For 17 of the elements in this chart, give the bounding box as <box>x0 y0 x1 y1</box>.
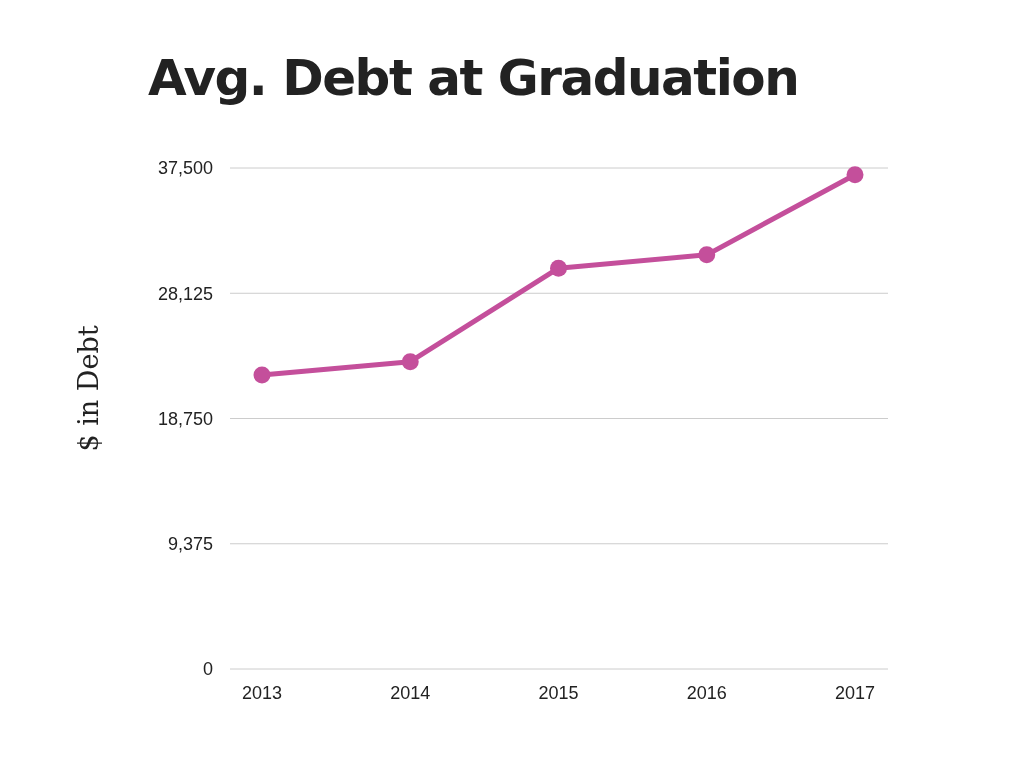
y-tick-label: 0 <box>202 659 213 680</box>
x-tick-label: 2017 <box>834 683 876 703</box>
y-tick-label: 9,375 <box>167 534 213 555</box>
point <box>846 166 864 184</box>
x-tick-label: 2015 <box>538 683 579 703</box>
point <box>550 259 567 277</box>
point <box>253 366 271 384</box>
point <box>401 353 419 371</box>
x-tick-label: 2016 <box>686 683 727 703</box>
x-tick-label: 2014 <box>390 683 431 703</box>
point <box>698 246 716 264</box>
x-tick-label: 2013 <box>241 683 283 703</box>
chart-title: Avg. Debt at Graduation <box>148 49 799 107</box>
y-tick-label: 37,500 <box>157 158 213 179</box>
y-axis-title: $ in Debt <box>73 325 104 452</box>
y-tick-label: 28,125 <box>157 283 213 304</box>
y-tick-label: 18,750 <box>157 408 213 429</box>
